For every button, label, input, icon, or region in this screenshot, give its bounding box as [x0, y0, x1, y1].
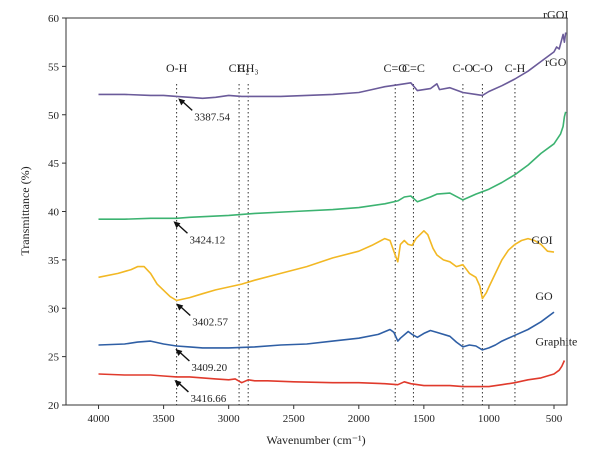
- x-tick-label: 2500: [283, 413, 306, 425]
- y-tick-label: 45: [48, 158, 60, 170]
- x-tick-label: 3500: [153, 413, 176, 425]
- annotation-label-rgo: 3424.12: [189, 234, 225, 246]
- x-tick-label: 3000: [218, 413, 241, 425]
- y-tick-label: 20: [48, 400, 60, 412]
- x-tick-label: 1500: [413, 413, 436, 425]
- series-line-rgo: [98, 111, 567, 220]
- y-tick-label: 25: [48, 352, 60, 364]
- band-label-ch: CH₂: [229, 61, 250, 75]
- series-label-graphite: Graphite: [535, 334, 577, 348]
- series-line-goi: [98, 230, 555, 302]
- annotation-arrow-head: [175, 348, 183, 356]
- annotation-arrow-head: [178, 98, 186, 106]
- y-tick-label: 50: [48, 110, 60, 122]
- series-line-rgoi: [98, 32, 567, 100]
- band-label-ch: CH₃: [238, 61, 259, 75]
- series-layer: rGOI rGO GOI GO Graphite: [98, 8, 577, 388]
- band-label-c-h: C-H: [505, 61, 526, 75]
- x-axis: 4000 3500 3000 2500 2000 1500 1000 500: [88, 405, 563, 425]
- series-label-go: GO: [535, 289, 553, 303]
- y-axis: 20 25 30 35 40 45 50 55 60: [48, 13, 66, 412]
- series-label-rgoi: rGOI: [543, 8, 568, 22]
- series-line-graphite: [98, 360, 566, 388]
- band-label-c-c: C=C: [402, 61, 425, 75]
- annotation-arrow-head: [176, 303, 184, 311]
- y-tick-label: 30: [48, 303, 60, 315]
- band-label-c-o: C-O: [453, 61, 474, 75]
- x-tick-label: 500: [546, 413, 563, 425]
- annotation-label-rgoi: 3387.54: [194, 111, 230, 123]
- band-label-c-o: C-O: [472, 61, 493, 75]
- x-tick-label: 4000: [88, 413, 111, 425]
- y-axis-title: Transmittance (%): [18, 166, 32, 255]
- series-line-go: [98, 311, 555, 351]
- y-tick-label: 60: [48, 13, 60, 25]
- y-tick-label: 55: [48, 61, 60, 73]
- y-tick-label: 40: [48, 207, 60, 219]
- series-label-rgo: rGO: [545, 55, 567, 69]
- annotation-arrow-head: [174, 379, 182, 387]
- series-label-goi: GOI: [531, 233, 552, 247]
- annotation-label-graphite: 3416.66: [190, 393, 226, 405]
- band-label-o-h: O-H: [166, 61, 188, 75]
- x-tick-label: 1000: [478, 413, 501, 425]
- annotation-label-goi: 3402.57: [192, 317, 228, 329]
- y-tick-label: 35: [48, 255, 60, 267]
- annotations-layer: 3387.54 3424.12 3402.57 3409.20 3416.66: [173, 98, 230, 405]
- x-axis-title: Wavenumber (cm⁻¹): [266, 433, 365, 447]
- annotation-arrow-head: [173, 221, 181, 229]
- band-label-c-o: C=O: [384, 61, 408, 75]
- x-tick-label: 2000: [348, 413, 371, 425]
- annotation-label-go: 3409.20: [191, 362, 227, 374]
